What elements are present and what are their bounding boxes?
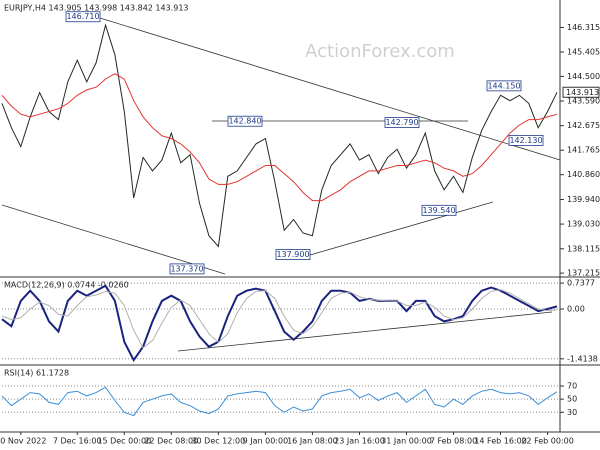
y-tick-label: -1.4138 xyxy=(567,354,598,363)
series-line xyxy=(1,386,558,417)
price-label: 142.840 xyxy=(228,117,261,126)
price-label: 137.370 xyxy=(170,264,203,273)
y-tick-label: 141.765 xyxy=(567,146,600,155)
y-tick-label: 0.7377 xyxy=(567,279,595,288)
series-line xyxy=(1,73,558,202)
price-label-box xyxy=(227,115,263,127)
trend-line xyxy=(309,201,494,256)
x-tick-label: 9 Jan 00:00 xyxy=(243,437,289,446)
x-tick-label: 23 Jan 16:00 xyxy=(334,437,385,446)
panel-title: RSI(14) 61.1728 xyxy=(4,369,69,378)
price-label: 146.710 xyxy=(66,12,99,21)
y-tick-label: 143.590 xyxy=(567,96,600,105)
x-tick-label: 14 Feb 16:00 xyxy=(474,437,526,446)
panel-title: MACD(12,26,9) 0.0744 -0.0260 xyxy=(4,281,129,290)
x-tick-label: 15 Dec 00:00 xyxy=(97,437,151,446)
x-tick-label: 22 Dec 08:00 xyxy=(144,437,198,446)
x-tick-label: 7 Dec 16:00 xyxy=(53,437,102,446)
x-tick-label: 31 Jan 00:00 xyxy=(381,437,432,446)
price-label-box xyxy=(421,204,457,216)
price-label: 142.130 xyxy=(509,136,542,145)
y-tick-label: 70 xyxy=(567,382,577,391)
trend-line xyxy=(99,17,561,161)
y-tick-label: 140.860 xyxy=(567,170,600,179)
price-label-box xyxy=(65,11,101,23)
price-label-box xyxy=(169,263,205,275)
x-tick-label: 30 Dec 12:00 xyxy=(191,437,245,446)
price-label-box xyxy=(486,80,522,92)
series-line xyxy=(1,284,558,363)
x-tick-label: 7 Feb 08:00 xyxy=(430,437,477,446)
price-label: 139.540 xyxy=(422,206,455,215)
x-tick-label: 30 Nov 2022 xyxy=(0,437,46,446)
price-label-box xyxy=(384,117,420,128)
y-tick-label: 30 xyxy=(567,408,577,417)
y-tick-label: 0.00 xyxy=(567,305,585,314)
price-label-box xyxy=(508,134,544,146)
price-label: 144.150 xyxy=(487,81,520,90)
y-tick-label: 142.675 xyxy=(567,121,600,130)
y-tick-label: 144.500 xyxy=(567,72,600,81)
price-label: 142.790 xyxy=(385,118,418,127)
y-tick-label: 50 xyxy=(567,395,577,404)
price-label-box xyxy=(275,249,311,260)
x-tick-label: 16 Jan 08:00 xyxy=(287,437,338,446)
x-tick-label: 22 Feb 00:00 xyxy=(521,437,573,446)
panel-title: EURJPY,H4 143.905 143.998 143.842 143.91… xyxy=(4,4,189,13)
trend-line xyxy=(177,311,553,352)
trend-line xyxy=(1,204,226,275)
y-tick-label: 138.115 xyxy=(567,244,600,253)
current-price-label: 143.913 xyxy=(566,88,599,97)
y-tick-label: 137.215 xyxy=(567,269,600,278)
y-tick-label: 146.315 xyxy=(567,23,600,32)
y-tick-label: 145.405 xyxy=(567,47,600,56)
y-tick-label: 139.940 xyxy=(567,195,600,204)
current-price-box xyxy=(562,86,600,98)
price-label: 137.900 xyxy=(276,250,309,259)
watermark: ActionForex.com xyxy=(305,41,455,62)
y-tick-label: 139.030 xyxy=(567,220,600,229)
series-line xyxy=(1,289,558,349)
series-line xyxy=(1,23,558,248)
